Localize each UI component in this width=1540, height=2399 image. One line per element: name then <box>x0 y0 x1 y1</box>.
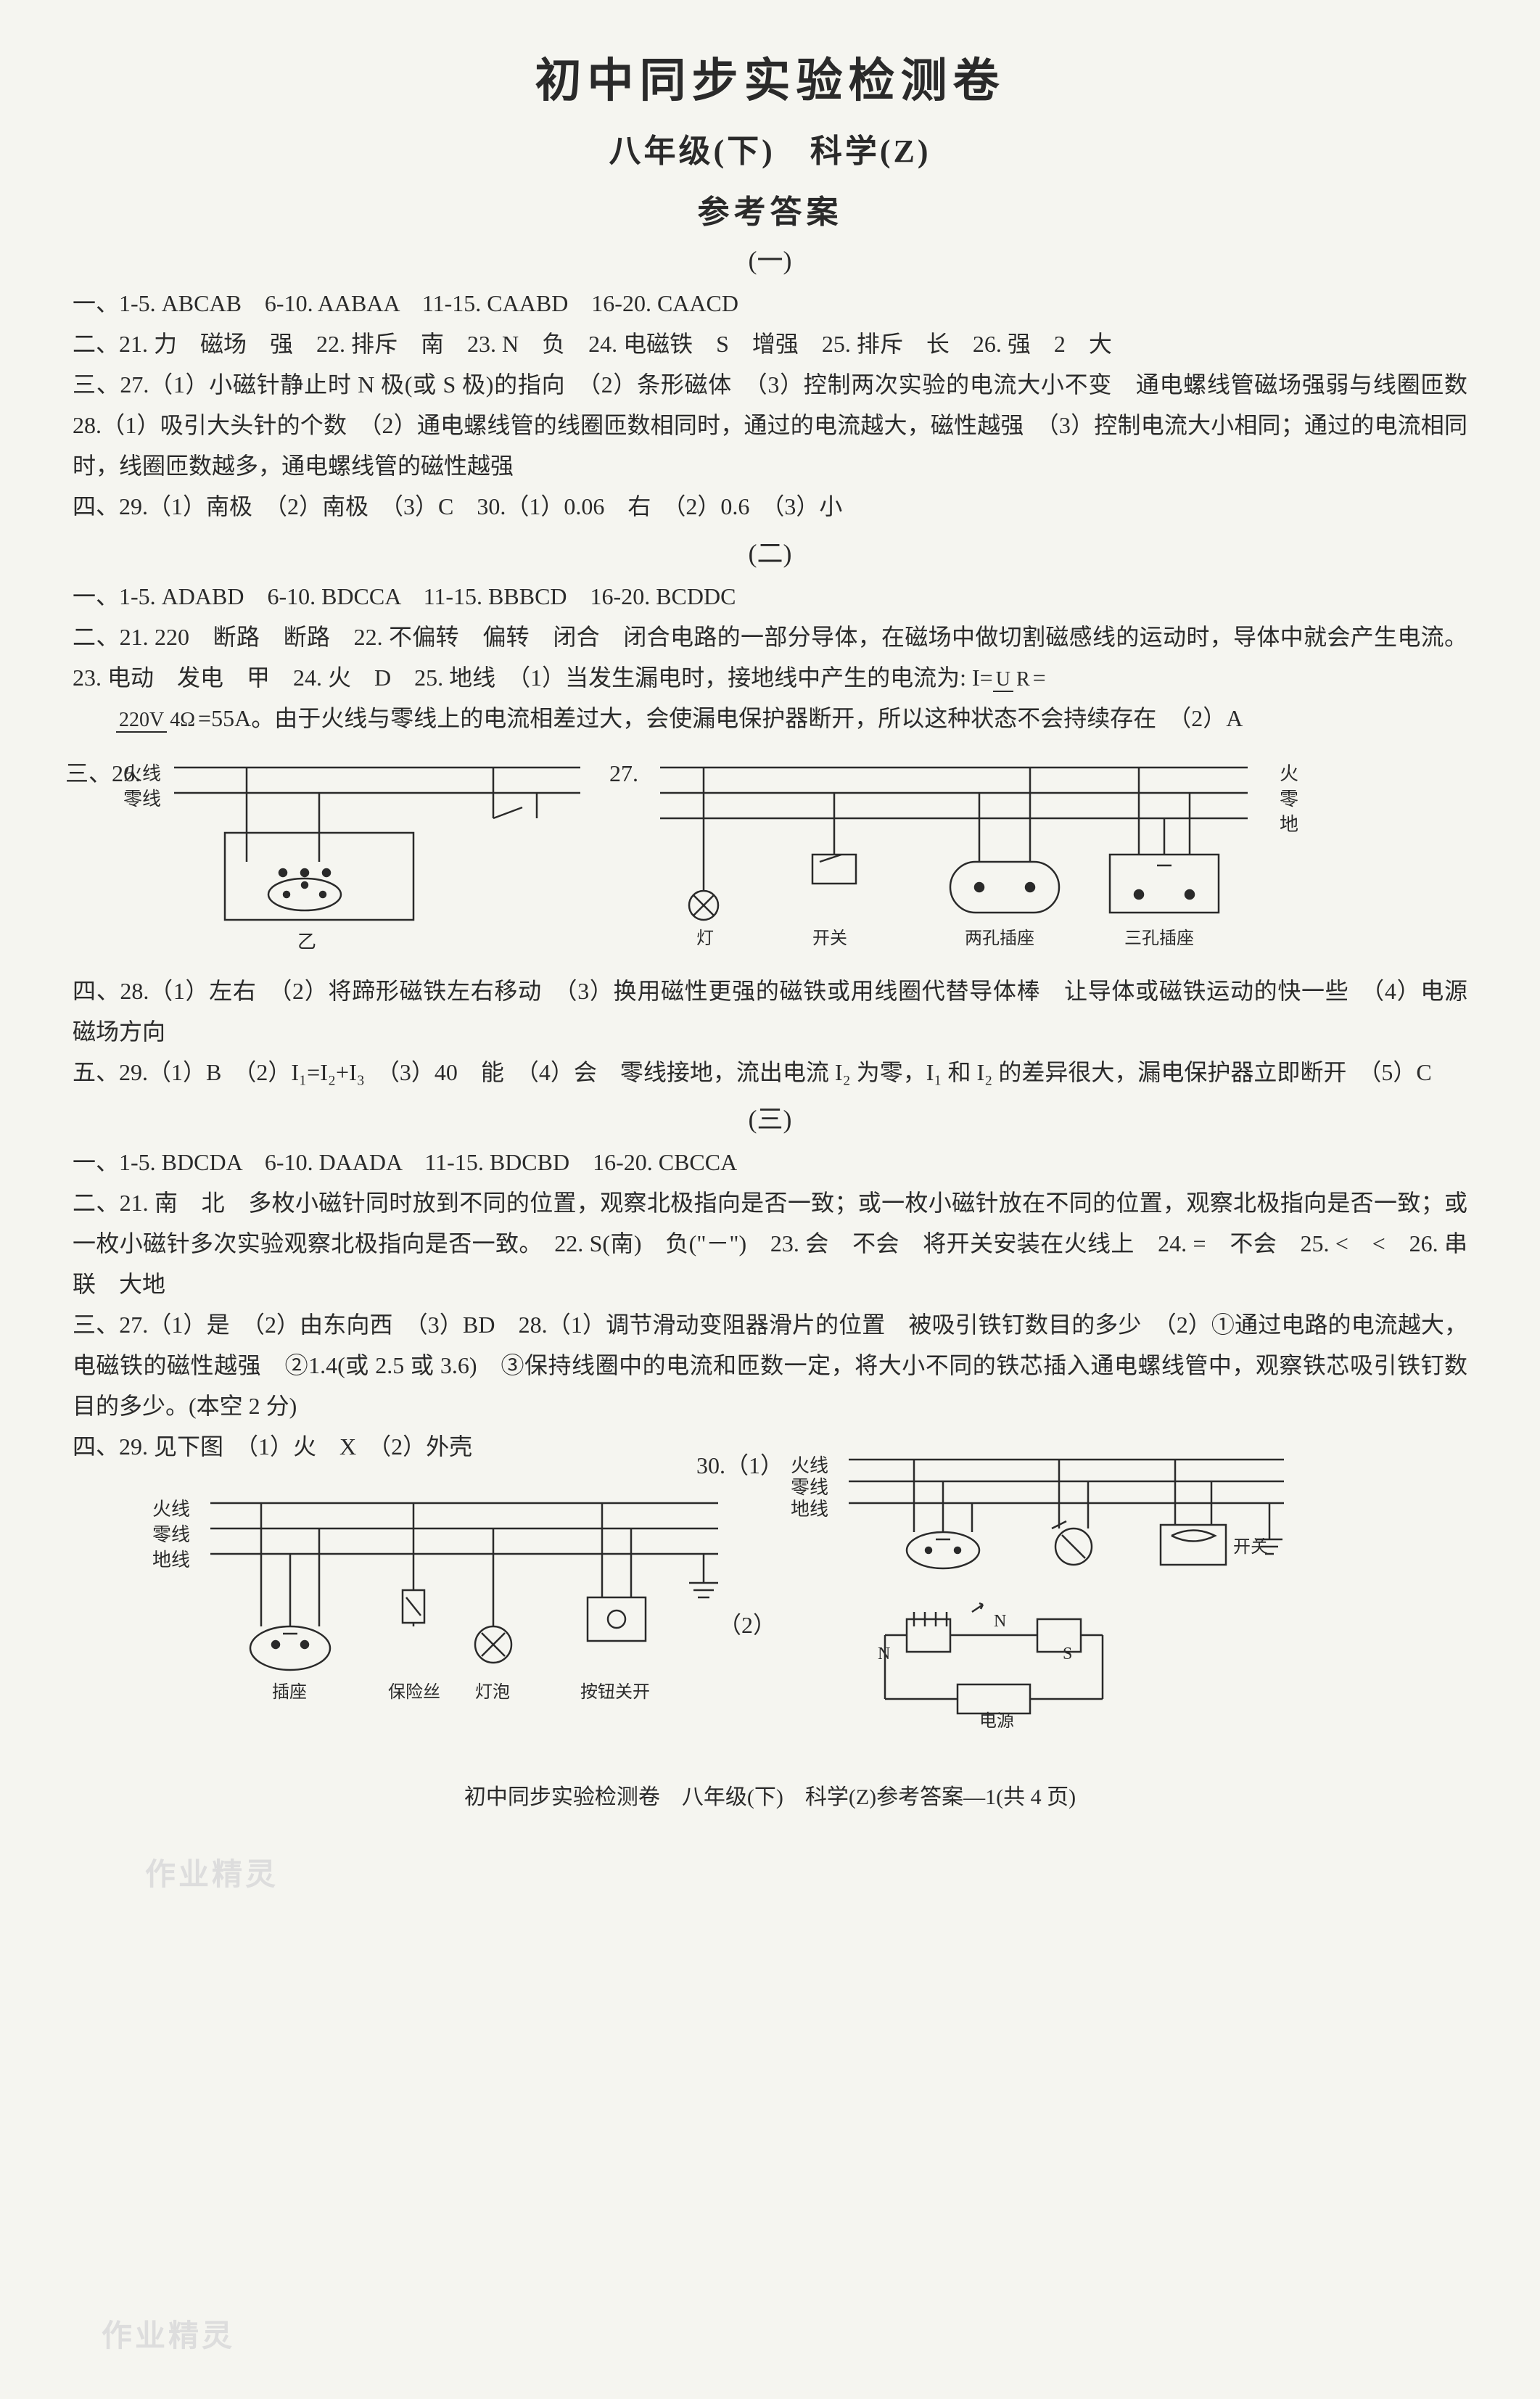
s1-line-2: 二、21. 力 磁场 强 22. 排斥 南 23. N 负 24. 电磁铁 S … <box>73 324 1467 364</box>
diag29-zero: 零线 <box>152 1520 190 1547</box>
s1-line-1: 一、1-5. ABCAB 6-10. AABAA 11-15. CAABD 16… <box>73 283 1467 324</box>
s2-line-a1: 二、21. 220 断路 断路 22. 不偏转 偏转 闭合 闭合电路的一部分导体… <box>73 617 1467 698</box>
section-3-label: (三) <box>73 1098 1467 1136</box>
diag29-fire: 火线 <box>152 1494 190 1521</box>
s2-line-a1-text: 二、21. 220 断路 断路 22. 不偏转 偏转 闭合 闭合电路的一部分导体… <box>73 624 1467 691</box>
diag26-zero: 零线 <box>123 784 161 811</box>
diag30-2-n: N <box>878 1645 890 1664</box>
s2-line-a0: 一、1-5. ADABD 6-10. BDCCA 11-15. BBBCD 16… <box>73 576 1467 617</box>
frac2-num: 220V <box>116 709 167 733</box>
diag30-1-switch: 开关 <box>1233 1532 1268 1558</box>
page-title-sub: 八年级(下) 科学(Z) <box>73 125 1467 171</box>
diag27-socket2: 两孔插座 <box>965 923 1034 949</box>
diag30-part2: （2） <box>718 1605 776 1645</box>
page-title-main: 初中同步实验检测卷 <box>73 44 1467 110</box>
diag30-1-ground: 地线 <box>791 1494 828 1521</box>
s1-line-3: 三、27.（1）小磁针静止时 N 极(或 S 极)的指向 （2）条形磁体 （3）… <box>73 364 1467 486</box>
formula-frac-1: UR <box>993 669 1033 691</box>
s2-line-b1: 五、29.（1）B （2）I₁=I₂+I₃ （3）40 能 （4）会 零线接地，… <box>73 1052 1467 1092</box>
s3-line-1: 二、21. 南 北 多枚小磁针同时放到不同的位置，观察北极指向是否一致；或一枚小… <box>73 1182 1467 1304</box>
s3-line-2: 三、27.（1）是 （2）由东向西 （3）BD 28.（1）调节滑动变阻器滑片的… <box>73 1304 1467 1426</box>
frac1-num: U <box>993 668 1013 692</box>
watermark-2: 作业精灵 <box>102 2311 235 2355</box>
diagram-row-29-30: 火线 零线 地线 插座 保险丝 灯泡 按钮关开 30.（1） <box>145 1481 1467 1735</box>
diag27-lamp: 灯 <box>696 923 714 949</box>
diag27-switch: 开关 <box>812 923 847 949</box>
diag29-socket: 插座 <box>272 1677 307 1703</box>
diagram-30: 30.（1） <box>783 1481 1291 1735</box>
diag30-2-s: S <box>1063 1645 1072 1664</box>
frac1-den: R <box>1013 668 1033 691</box>
formula-frac-2: 220V4Ω <box>116 709 198 732</box>
diag30-prefix: 30.（1） <box>696 1445 783 1486</box>
formula-eq: = <box>1033 664 1046 691</box>
s2-formula-line-2: 220V4Ω=55A。由于火线与零线上的电流相差过大，会使漏电保护器断开，所以这… <box>73 698 1467 738</box>
frac2-den: 4Ω <box>167 709 198 731</box>
diag30-2-power: 电源 <box>979 1706 1014 1732</box>
diagram-29: 火线 零线 地线 插座 保险丝 灯泡 按钮关开 <box>145 1481 725 1713</box>
diag27-fire: 火 <box>1280 759 1298 786</box>
diag27-socket3: 三孔插座 <box>1124 923 1194 949</box>
formula-suffix: =55A。由于火线与零线上的电流相差过大，会使漏电保护器断开，所以这种状态不会持… <box>198 705 1243 731</box>
diag29-fuse: 保险丝 <box>388 1677 440 1703</box>
diagram-30-2-svg <box>856 1590 1219 1735</box>
watermark-1: 作业精灵 <box>145 1850 279 1894</box>
diag29-lamp: 灯泡 <box>475 1677 510 1703</box>
diagram-27: 27. <box>646 753 1298 956</box>
diagram-26-svg <box>116 753 588 956</box>
diagram-26: 三、26. 火线 零线 <box>116 753 588 956</box>
diag26-fire: 火线 <box>123 759 161 786</box>
diagram-row-26-27: 三、26. 火线 零线 <box>116 753 1467 956</box>
s3-line-0: 一、1-5. BDCDA 6-10. DAADA 11-15. BDCBD 16… <box>73 1142 1467 1182</box>
diagram-30-1-svg <box>783 1445 1291 1590</box>
section-1-label: (一) <box>73 239 1467 277</box>
formula-prefix: I= <box>972 664 993 691</box>
diag29-button: 按钮关开 <box>580 1677 650 1703</box>
page-footer: 初中同步实验检测卷 八年级(下) 科学(Z)参考答案—1(共 4 页) <box>73 1779 1467 1811</box>
s1-line-4: 四、29.（1）南极 （2）南极 （3）C 30.（1）0.06 右 （2）0.… <box>73 486 1467 527</box>
s2-line-b0: 四、28.（1）左右 （2）将蹄形磁铁左右移动 （3）换用磁性更强的磁铁或用线圈… <box>73 971 1467 1052</box>
diag26-yi: 乙 <box>297 927 316 954</box>
diag27-ground: 地 <box>1280 810 1298 836</box>
diag30-2-n-top: N <box>994 1612 1006 1631</box>
page-title-answers: 参考答案 <box>73 186 1467 232</box>
diag27-zero: 零 <box>1280 784 1298 811</box>
section-2-label: (二) <box>73 532 1467 570</box>
diag27-prefix: 27. <box>609 753 638 794</box>
diag29-ground: 地线 <box>152 1545 190 1572</box>
